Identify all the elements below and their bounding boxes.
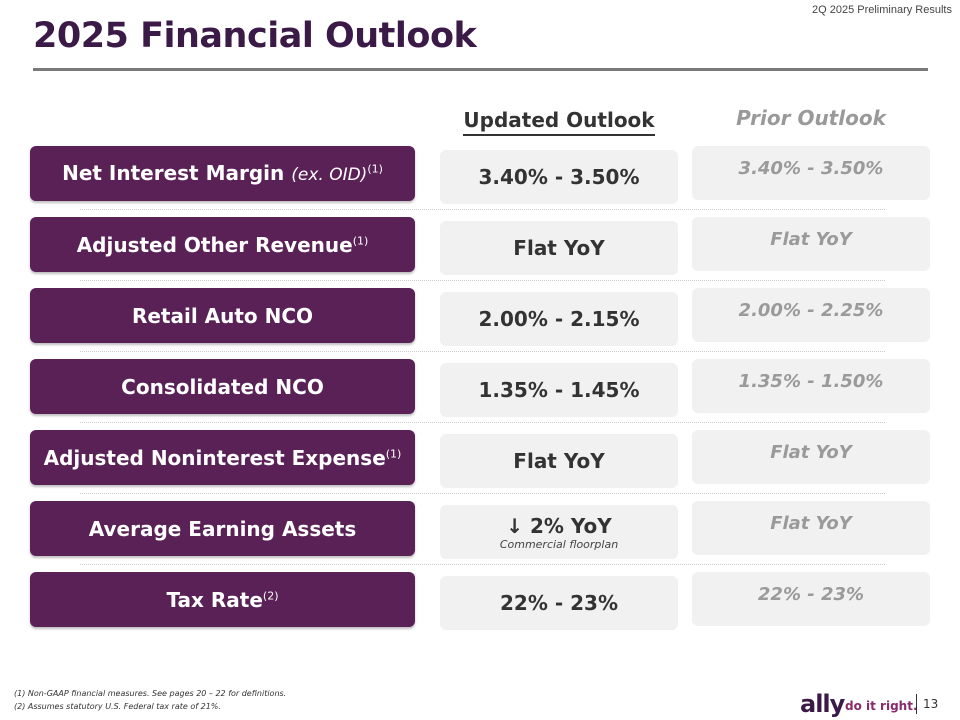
prior-value-box: 3.40% - 3.50% — [692, 146, 930, 200]
metric-label: Retail Auto NCO — [30, 288, 415, 343]
prior-value: 1.35% - 1.50% — [738, 370, 884, 392]
prior-value-box: Flat YoY — [692, 501, 930, 555]
row-separator — [80, 209, 885, 210]
metric-label: Net Interest Margin (ex. OID)(1) — [30, 146, 415, 201]
ally-logo: ally — [800, 690, 845, 718]
updated-value: Flat YoY — [513, 236, 605, 260]
footnote-ref: (1) — [385, 446, 402, 460]
prior-value-box: 1.35% - 1.50% — [692, 359, 930, 413]
updated-value: ↓ 2% YoY — [506, 513, 612, 538]
outlook-row: Retail Auto NCO 2.00% - 2.15% 2.00% - 2.25… — [0, 288, 960, 359]
prior-value-box: Flat YoY — [692, 217, 930, 271]
outlook-row: Average Earning Assets ↓ 2% YoY Commercial… — [0, 501, 960, 572]
prior-value: Flat YoY — [770, 228, 852, 250]
updated-value: Flat YoY — [513, 449, 605, 473]
metric-name: Adjusted Noninterest Expense — [43, 445, 386, 470]
prior-value-box: 2.00% - 2.25% — [692, 288, 930, 342]
tagline: do it right. — [845, 699, 918, 713]
updated-value-box: 2.00% - 2.15% — [440, 292, 678, 346]
metric-note: (ex. OID) — [291, 165, 368, 186]
page-title: 2025 Financial Outlook — [33, 16, 477, 56]
updated-value: 3.40% - 3.50% — [478, 165, 640, 189]
row-separator — [80, 564, 885, 565]
prior-value: 2.00% - 2.25% — [738, 299, 884, 321]
footnote-1: (1) Non-GAAP financial measures. See pag… — [14, 689, 287, 698]
updated-value: 22% - 23% — [500, 591, 618, 615]
metric-label: Consolidated NCO — [30, 359, 415, 414]
row-separator — [80, 422, 885, 423]
footnote-2: (2) Assumes statutory U.S. Federal tax r… — [14, 702, 221, 711]
row-separator — [80, 493, 885, 494]
title-rule — [33, 68, 928, 71]
updated-value-box: Flat YoY — [440, 221, 678, 275]
updated-value: 1.35% - 1.45% — [478, 378, 640, 402]
metric-name: Average Earning Assets — [88, 516, 357, 541]
row-separator — [80, 351, 885, 352]
outlook-row: Adjusted Noninterest Expense(1) Flat YoY F… — [0, 430, 960, 501]
prior-outlook-header: Prior Outlook — [736, 106, 886, 130]
row-separator — [80, 280, 885, 281]
outlook-row: Consolidated NCO 1.35% - 1.45% 1.35% - 1.5… — [0, 359, 960, 430]
updated-value: 2.00% - 2.15% — [478, 307, 640, 331]
metric-name: Net Interest Margin — [62, 161, 285, 186]
footnote-ref: (1) — [367, 162, 383, 176]
report-label: 2Q 2025 Preliminary Results — [811, 4, 952, 16]
metric-label: Adjusted Noninterest Expense(1) — [30, 430, 415, 485]
metric-name: Adjusted Other Revenue — [76, 232, 353, 257]
updated-subnote: Commercial floorplan — [499, 537, 619, 551]
updated-value-box: ↓ 2% YoY Commercial floorplan — [440, 505, 678, 559]
updated-value-box: Flat YoY — [440, 434, 678, 488]
prior-value: 3.40% - 3.50% — [738, 157, 884, 179]
prior-value: Flat YoY — [770, 512, 852, 534]
metric-name: Tax Rate — [166, 587, 263, 612]
updated-outlook-label: Updated Outlook — [463, 108, 655, 136]
metric-name: Consolidated NCO — [121, 374, 324, 399]
updated-value-box: 1.35% - 1.45% — [440, 363, 678, 417]
metric-label: Average Earning Assets — [30, 501, 415, 556]
metric-name: Retail Auto NCO — [131, 303, 314, 328]
outlook-row: Net Interest Margin (ex. OID)(1) 3.40% - … — [0, 146, 960, 217]
prior-value: Flat YoY — [770, 441, 852, 463]
prior-value-box: Flat YoY — [692, 430, 930, 484]
updated-outlook-header: Updated Outlook — [440, 108, 678, 136]
metric-label: Adjusted Other Revenue(1) — [30, 217, 415, 272]
footnote-ref: (1) — [352, 233, 369, 247]
metric-label: Tax Rate(2) — [30, 572, 415, 627]
prior-value: 22% - 23% — [757, 583, 865, 605]
page-number: 13 — [923, 697, 939, 711]
outlook-row: Tax Rate(2) 22% - 23% 22% - 23% — [0, 572, 960, 643]
prior-value-box: 22% - 23% — [692, 572, 930, 626]
updated-value-box: 3.40% - 3.50% — [440, 150, 678, 204]
outlook-row: Adjusted Other Revenue(1) Flat YoY Flat Yo… — [0, 217, 960, 288]
page-divider — [916, 694, 917, 714]
footnote-ref: (2) — [262, 588, 279, 602]
updated-value-box: 22% - 23% — [440, 576, 678, 630]
